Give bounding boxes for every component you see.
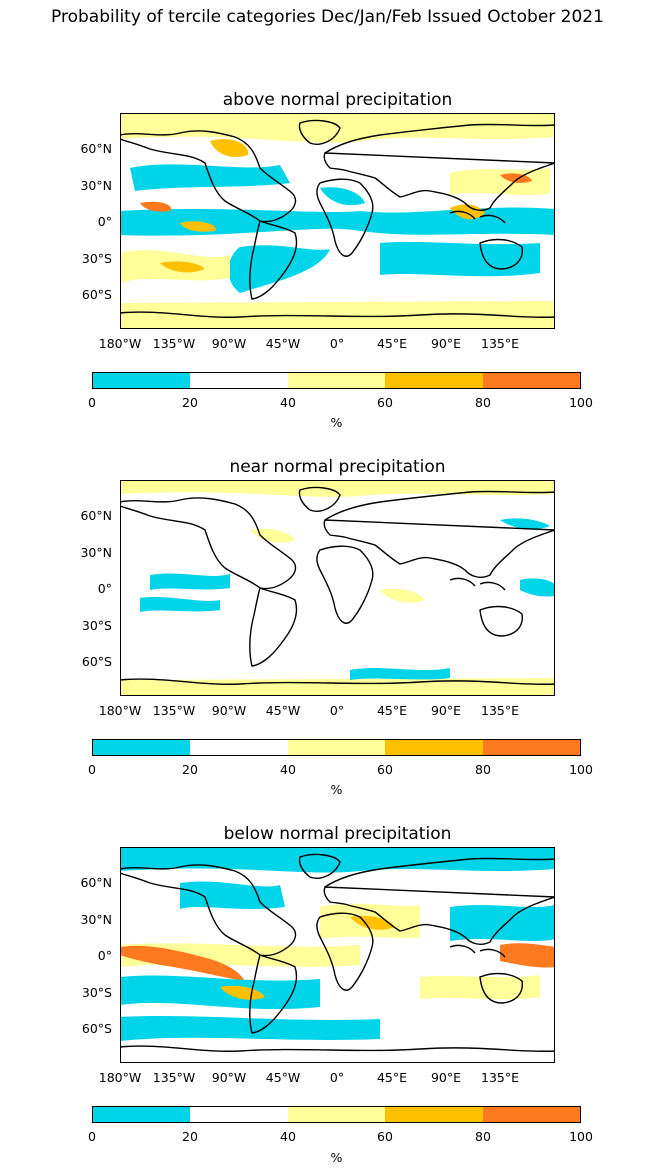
colorbar-tick: 100: [569, 762, 593, 777]
colorbar-near: [92, 739, 581, 756]
lon-label: 135°W: [152, 1070, 196, 1085]
panel-title-near: near normal precipitation: [229, 457, 446, 477]
lon-label: 0°: [329, 1070, 345, 1085]
colorbar-tick: 0: [88, 1129, 96, 1144]
colorbar-tick: 20: [182, 762, 198, 777]
lon-label: 0°: [329, 336, 345, 351]
colorbar-bin: [482, 740, 581, 755]
lat-label: 60°S: [81, 654, 112, 669]
lat-label: 60°S: [81, 287, 112, 302]
lon-label: 0°: [329, 703, 345, 718]
lon-label: 180°W: [98, 1070, 142, 1085]
lat-label: 0°: [97, 214, 112, 229]
colorbar-bin: [190, 740, 288, 755]
lon-label: 135°E: [480, 1070, 520, 1085]
colorbar-bin: [482, 1107, 581, 1122]
coastlines-above: [120, 119, 555, 319]
lon-label: 90°W: [211, 703, 247, 718]
colorbar-tick: 0: [88, 395, 96, 410]
lat-label: 30°S: [81, 618, 112, 633]
colorbar-tick: 80: [475, 1129, 491, 1144]
lon-label: 180°W: [98, 703, 142, 718]
lon-label: 90°W: [211, 1070, 247, 1085]
colorbar-tick: 60: [377, 762, 393, 777]
colorbar-unit: %: [330, 782, 343, 797]
colorbar-bin: [93, 1107, 191, 1122]
colorbar-tick: 40: [280, 1129, 296, 1144]
lon-label: 90°E: [430, 703, 462, 718]
lat-label: 30°N: [80, 545, 112, 560]
lon-label: 45°E: [376, 1070, 408, 1085]
colorbar-bin: [482, 373, 581, 388]
colorbar-tick: 20: [182, 1129, 198, 1144]
panel-title-above: above normal precipitation: [222, 90, 453, 110]
colorbar-bin: [385, 373, 483, 388]
lon-label: 180°W: [98, 336, 142, 351]
colorbar-tick: 100: [569, 395, 593, 410]
lon-label: 135°W: [152, 336, 196, 351]
lon-label: 135°E: [480, 703, 520, 718]
panel-title-below: below normal precipitation: [223, 824, 452, 844]
lon-label: 45°W: [265, 703, 301, 718]
colorbar-tick: 60: [377, 395, 393, 410]
colorbar-bin: [385, 740, 483, 755]
lon-label: 45°E: [376, 703, 408, 718]
lat-label: 30°N: [80, 912, 112, 927]
figure-title: Probability of tercile categories Dec/Ja…: [51, 7, 604, 27]
colorbar-bin: [190, 373, 288, 388]
colorbar-bin: [287, 373, 386, 388]
lon-label: 45°W: [265, 336, 301, 351]
lat-label: 60°N: [80, 141, 112, 156]
colorbar-tick: 40: [280, 762, 296, 777]
lon-label: 90°E: [430, 1070, 462, 1085]
colorbar-above: [92, 372, 581, 389]
probability-field-near: [120, 480, 555, 696]
colorbar-tick: 20: [182, 395, 198, 410]
lon-label: 135°E: [480, 336, 520, 351]
lat-label: 30°S: [81, 985, 112, 1000]
map-above-normal: [120, 113, 555, 329]
lon-label: 45°E: [376, 336, 408, 351]
colorbar-bin: [385, 1107, 483, 1122]
colorbar-bin: [287, 1107, 386, 1122]
lon-label: 90°W: [211, 336, 247, 351]
colorbar-below: [92, 1106, 581, 1123]
map-near-normal: [120, 480, 555, 696]
colorbar-bin: [93, 740, 191, 755]
map-above-svg: [120, 113, 555, 329]
lat-label: 30°N: [80, 178, 112, 193]
lon-label: 135°W: [152, 703, 196, 718]
lat-label: 60°N: [80, 508, 112, 523]
colorbar-tick: 100: [569, 1129, 593, 1144]
colorbar-bin: [93, 373, 191, 388]
lat-label: 60°N: [80, 875, 112, 890]
lat-label: 60°S: [81, 1021, 112, 1036]
lon-label: 45°W: [265, 1070, 301, 1085]
coastlines-below: [120, 853, 555, 1053]
colorbar-tick: 80: [475, 395, 491, 410]
colorbar-bin: [287, 740, 386, 755]
map-below-svg: [120, 847, 555, 1063]
map-near-svg: [120, 480, 555, 696]
colorbar-tick: 80: [475, 762, 491, 777]
coastlines-near: [120, 486, 555, 686]
probability-field-above: [120, 113, 555, 329]
lat-label: 30°S: [81, 251, 112, 266]
colorbar-unit: %: [330, 1150, 343, 1165]
map-below-normal: [120, 847, 555, 1063]
lat-label: 0°: [97, 948, 112, 963]
colorbar-tick: 40: [280, 395, 296, 410]
colorbar-unit: %: [330, 415, 343, 430]
lon-label: 90°E: [430, 336, 462, 351]
colorbar-tick: 0: [88, 762, 96, 777]
colorbar-tick: 60: [377, 1129, 393, 1144]
lat-label: 0°: [97, 581, 112, 596]
colorbar-bin: [190, 1107, 288, 1122]
